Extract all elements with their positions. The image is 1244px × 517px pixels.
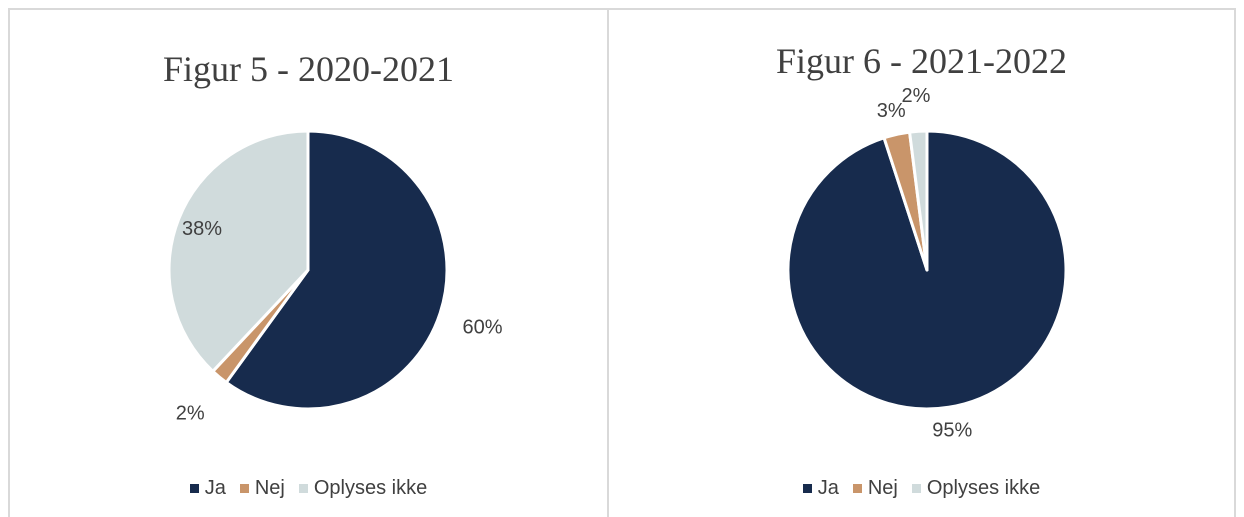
- pie-slice-ja: [224, 129, 449, 411]
- legend-label: Oplyses ikke: [313, 477, 428, 499]
- legend-item-oplyses-ikke: Oplyses ikke: [298, 477, 428, 500]
- legend-swatch: [189, 484, 199, 493]
- pie-slice-oplyses-ikke: [167, 129, 310, 373]
- legend-item-ja: Ja: [189, 477, 226, 500]
- chart-panel-1: Figur 5 - 2020-2021 60% 2% 38% Ja Nej Oply…: [10, 10, 607, 517]
- pie-chart: 95% 3%2%: [786, 85, 1068, 441]
- legend-swatch: [239, 484, 249, 493]
- legend-label: Ja: [204, 477, 226, 499]
- legend-item-nej: Nej: [852, 477, 898, 500]
- legend-swatch: [802, 484, 812, 493]
- legend-label: Nej: [254, 477, 285, 499]
- data-label: 60%: [462, 317, 502, 339]
- chart-legend: Ja Nej Oplyses ikke: [609, 477, 1234, 500]
- chart-panel-2: Figur 6 - 2021-2022 95% 3% 2% Ja Nej Oplys…: [609, 10, 1234, 517]
- data-label: 2%: [176, 402, 205, 424]
- data-label: 38%: [182, 218, 222, 240]
- chart-legend: Ja Nej Oplyses ikke: [10, 477, 607, 500]
- data-label: 2%: [902, 85, 931, 107]
- chart-title: Figur 5 - 2020-2021: [163, 49, 454, 89]
- legend-label: Ja: [817, 477, 839, 499]
- legend-swatch: [852, 484, 862, 493]
- chart-frame: [8, 8, 1236, 517]
- data-label: 95%: [932, 419, 972, 441]
- legend-swatch: [911, 484, 921, 493]
- data-label: 3%: [877, 100, 906, 122]
- pie-slice-oplyses-ikke: [908, 129, 929, 272]
- legend-item-oplyses-ikke: Oplyses ikke: [911, 477, 1041, 500]
- legend-swatch: [298, 484, 308, 493]
- legend-label: Nej: [867, 477, 898, 499]
- chart-title: Figur 6 - 2021-2022: [776, 41, 1067, 81]
- legend-label: Oplyses ikke: [926, 477, 1041, 499]
- legend-item-nej: Nej: [239, 477, 285, 500]
- panel-divider: [607, 8, 609, 517]
- pie-chart: 60% 2% 38%: [167, 129, 503, 424]
- legend-item-ja: Ja: [802, 477, 839, 500]
